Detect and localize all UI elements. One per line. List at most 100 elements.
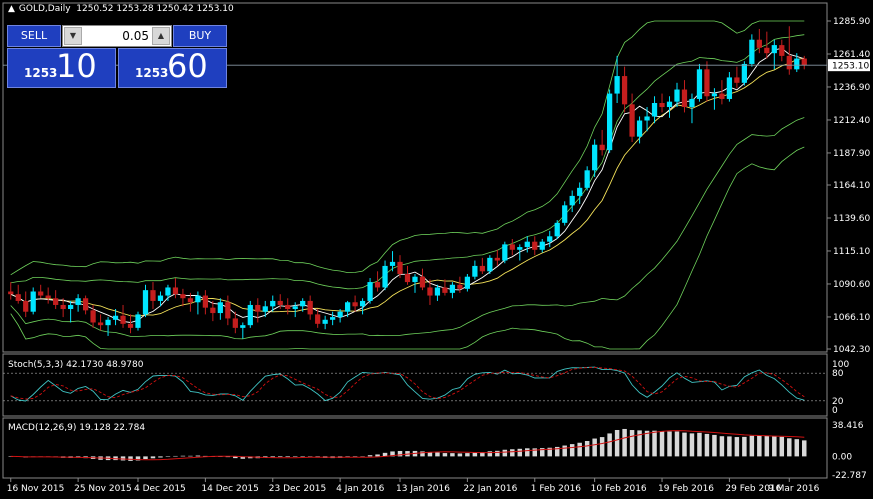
macd-bar: [787, 438, 792, 457]
price-axis: 1285.90 1261.40 1236.90 1212.40 1187.90 1164.…: [827, 17, 870, 355]
candle-body: [696, 69, 703, 99]
lot-size-input[interactable]: [85, 27, 151, 45]
price-tick-label: 1042.30: [833, 345, 870, 355]
candle-body: [344, 302, 351, 312]
ma-slow-line: [10, 57, 805, 317]
lot-decrease-icon[interactable]: ▼: [64, 27, 82, 45]
collapse-triangle-icon[interactable]: ▲: [8, 4, 15, 14]
macd-bar: [435, 452, 440, 457]
macd-bar: [682, 432, 687, 457]
candle-body: [202, 295, 208, 308]
candle-body: [569, 195, 575, 206]
candle-body: [23, 300, 29, 312]
candle-body: [404, 274, 411, 283]
macd-bar: [757, 435, 762, 457]
macd-bar: [382, 452, 388, 457]
macd-bar: [128, 456, 133, 461]
macd-bar: [652, 430, 657, 457]
macd-bar: [525, 448, 530, 457]
candle-body: [337, 311, 343, 318]
macd-bar: [143, 456, 148, 460]
price-tick-label: 1066.10: [833, 313, 870, 323]
price-tick-label: 1285.90: [833, 17, 870, 27]
macd-bar: [150, 456, 156, 459]
candles: [8, 26, 807, 339]
candle-body: [97, 322, 104, 326]
sell-button[interactable]: SELL: [7, 25, 61, 47]
candle-body: [734, 77, 740, 83]
candle-body: [127, 323, 134, 328]
candle-body: [412, 276, 418, 283]
candle-body: [82, 298, 89, 311]
macd-bar: [659, 431, 665, 457]
macd-bar: [158, 456, 163, 458]
candle-body: [374, 282, 381, 288]
candle-body: [449, 284, 456, 293]
candle-body: [180, 294, 186, 299]
macd-bar: [270, 456, 275, 458]
candle-body: [636, 120, 643, 137]
price-tick-label: 1261.40: [833, 50, 870, 60]
sell-price-box[interactable]: 1253 10: [7, 47, 116, 88]
macd-bar: [427, 452, 433, 457]
candle-body: [786, 55, 792, 70]
candle-body: [15, 294, 21, 301]
candle-body: [547, 236, 553, 242]
macd-bar: [734, 437, 740, 457]
current-price-tag: [828, 59, 870, 72]
candle-body: [232, 318, 238, 328]
macd-bar: [712, 434, 717, 457]
candle-body: [419, 276, 426, 288]
candle-body: [629, 104, 635, 137]
candle-body: [659, 103, 665, 108]
macd-bar: [225, 456, 231, 458]
buy-price-box[interactable]: 1253 60: [118, 47, 227, 88]
macd-bar: [540, 448, 545, 457]
candle-body: [457, 284, 463, 289]
candle-body: [262, 306, 268, 312]
time-tick-label: 16 Nov 2015: [7, 484, 65, 494]
macd-bar: [704, 433, 710, 457]
time-tick-label: 19 Feb 2016: [658, 484, 714, 494]
macd-bar: [532, 448, 538, 457]
bollinger-bands: [10, 20, 805, 350]
price-tick-label: 1187.90: [833, 149, 870, 159]
candle-body: [157, 295, 164, 301]
candle-body: [704, 69, 710, 97]
macd-bar: [465, 453, 470, 457]
macd-bar: [764, 435, 770, 457]
buy-price-pips: 60: [167, 47, 208, 85]
time-tick-label: 29 Feb 2016: [725, 484, 781, 494]
macd-bar: [277, 456, 283, 458]
current-price-label: 1253.10: [832, 62, 869, 72]
candle-body: [38, 291, 44, 296]
candle-body: [681, 89, 688, 108]
candle-body: [389, 261, 396, 266]
candle-body: [487, 257, 493, 272]
macd-bar: [233, 456, 238, 459]
lot-increase-icon[interactable]: ▲: [152, 27, 170, 45]
time-tick-label: 1 Feb 2016: [531, 484, 582, 494]
buy-button[interactable]: BUY: [173, 25, 227, 47]
macd-bar: [779, 436, 785, 457]
macd-bar: [120, 456, 126, 461]
candle-body: [756, 39, 762, 48]
macd-bar: [442, 453, 448, 457]
macd-bar: [352, 456, 358, 458]
macd-bar: [195, 455, 201, 457]
time-tick-label: 25 Nov 2015: [74, 484, 132, 494]
macd-level-label: 38.416: [832, 421, 864, 431]
time-tick-label: 10 Feb 2016: [591, 484, 647, 494]
price-tick-label: 1236.90: [833, 83, 870, 93]
candle-body: [442, 287, 448, 293]
price-tick-label: 1212.40: [833, 116, 870, 126]
candle-body: [217, 302, 223, 314]
candle-body: [674, 89, 680, 102]
macd-signal-line: [10, 430, 805, 461]
macd-bar: [307, 456, 313, 457]
macd-bar: [367, 455, 373, 457]
candle-body: [367, 282, 373, 301]
price-tick-label: 1139.60: [833, 214, 870, 224]
